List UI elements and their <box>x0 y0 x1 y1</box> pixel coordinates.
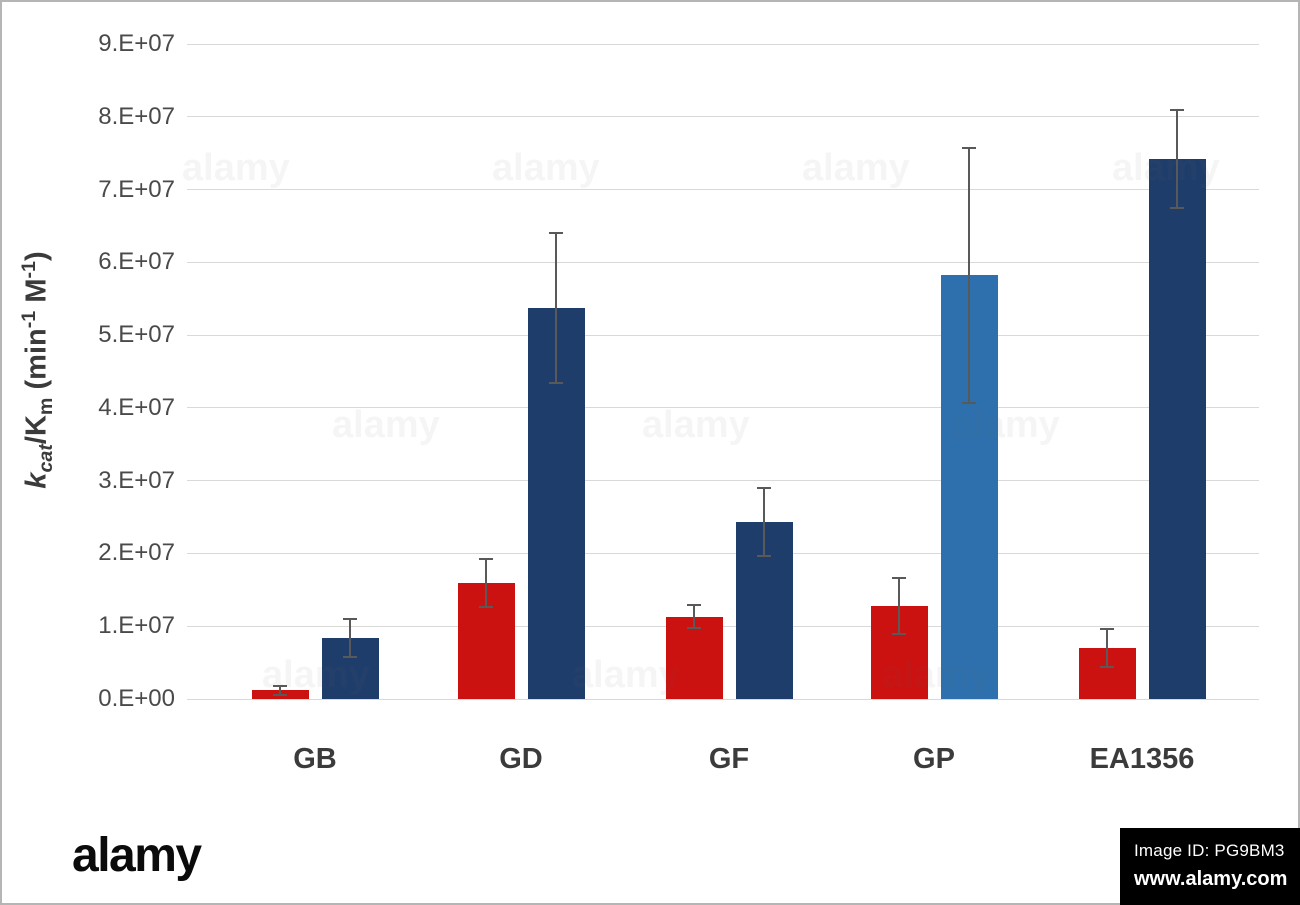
error-bar <box>763 487 765 557</box>
x-axis-category-label: GD <box>499 743 543 775</box>
x-axis-category-label: EA1356 <box>1089 743 1195 775</box>
image-id-text: Image ID: PG9BM3 <box>1134 841 1285 860</box>
error-cap-top <box>892 577 906 580</box>
alamy-logo: alamy <box>72 829 202 882</box>
error-bar <box>485 558 487 607</box>
y-axis-tick-label: 4.E+07 <box>98 393 175 421</box>
x-axis-category-label: GF <box>708 743 750 775</box>
gridline <box>187 625 1259 627</box>
error-cap-bottom <box>687 627 701 630</box>
gridline <box>187 43 1259 45</box>
y-axis-tick-label: 7.E+07 <box>98 175 175 203</box>
error-bar <box>898 578 900 634</box>
error-cap-top <box>962 147 976 150</box>
error-cap-bottom <box>1100 665 1114 668</box>
error-bar <box>1176 110 1178 208</box>
error-cap-bottom <box>757 555 771 558</box>
error-cap-bottom <box>273 693 287 696</box>
gridline <box>187 261 1259 263</box>
gridline <box>187 552 1259 554</box>
y-axis-tick-label: 1.E+07 <box>98 612 175 640</box>
x-axis-category-label: GP <box>913 743 955 775</box>
gridline <box>187 698 1259 700</box>
gridline <box>187 334 1259 336</box>
error-cap-top <box>757 486 771 489</box>
y-axis-tick-label: 6.E+07 <box>98 248 175 276</box>
y-axis-tick-label: 2.E+07 <box>98 539 175 567</box>
error-cap-bottom <box>343 655 357 658</box>
alamy-url-text: www.alamy.com <box>1134 868 1288 890</box>
error-bar <box>693 605 695 629</box>
error-cap-top <box>273 684 287 687</box>
x-axis-category-label: GB <box>293 743 337 775</box>
error-cap-top <box>549 232 563 235</box>
error-cap-bottom <box>1170 206 1184 209</box>
gridline <box>187 189 1259 191</box>
error-bar <box>279 685 281 695</box>
error-bar <box>349 618 351 657</box>
bar-EA1356-blue <box>1148 158 1206 699</box>
bar-GF-red <box>665 616 723 699</box>
y-axis-tick-label: 8.E+07 <box>98 102 175 130</box>
error-cap-top <box>687 604 701 607</box>
y-axis-tick-label: 9.E+07 <box>98 30 175 57</box>
error-cap-bottom <box>549 382 563 385</box>
gridline <box>187 480 1259 482</box>
error-bar <box>968 148 970 403</box>
gridline <box>187 407 1259 409</box>
error-cap-top <box>479 557 493 560</box>
error-cap-bottom <box>962 401 976 404</box>
image-id-box: Image ID: PG9BM3 www.alamy.com <box>1120 828 1300 905</box>
error-cap-top <box>343 617 357 620</box>
error-cap-bottom <box>892 632 906 635</box>
error-bar <box>555 233 557 384</box>
error-cap-top <box>1170 109 1184 112</box>
y-axis-tick-label: 0.E+00 <box>98 685 175 712</box>
y-axis-tick-label: 5.E+07 <box>98 321 175 349</box>
error-cap-bottom <box>479 605 493 608</box>
error-cap-top <box>1100 628 1114 631</box>
error-bar <box>1106 629 1108 667</box>
gridline <box>187 116 1259 118</box>
y-axis-tick-label: 3.E+07 <box>98 466 175 494</box>
